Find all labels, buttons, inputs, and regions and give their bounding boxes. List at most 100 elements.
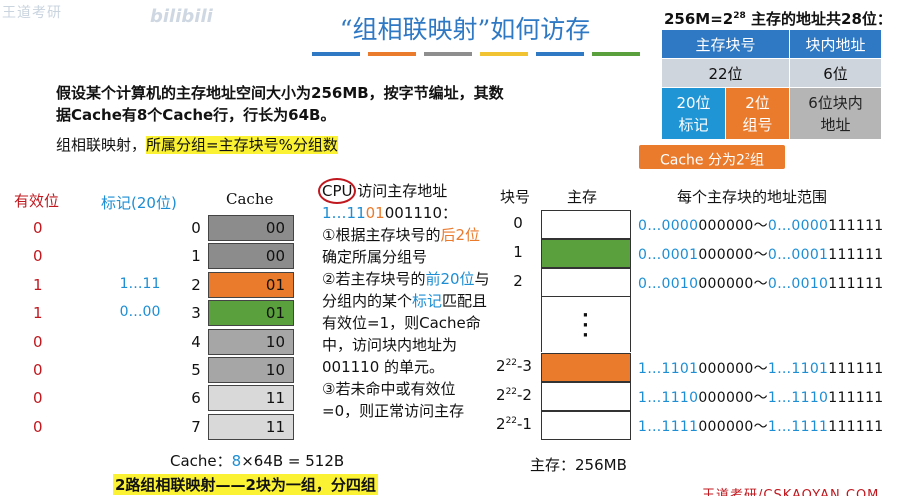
- step2-b: 前20位: [425, 270, 475, 288]
- range-part: 0…0010: [767, 276, 829, 292]
- memory-block-number: 2: [498, 272, 538, 290]
- header-block-offset: 块内地址: [789, 29, 882, 59]
- memory-block-number: 222-1: [494, 415, 534, 433]
- range-part: ～: [753, 218, 768, 234]
- cache-line: 11: [208, 413, 294, 440]
- cpu-line1: CPU 访问主存地址: [322, 180, 492, 202]
- step-1: ①根据主存块号的后2位确定所属分组号: [322, 224, 492, 268]
- valid-bit: 1: [33, 304, 43, 323]
- cache-summary-num: 8: [231, 452, 242, 470]
- header-valid-bit: 有效位: [14, 192, 60, 210]
- address-title-pre: 256M=2: [664, 10, 734, 28]
- block-number-base: 2: [496, 386, 506, 404]
- valid-bit: 0: [33, 219, 43, 237]
- cpu-access-explanation: CPU 访问主存地址 1…1101001110： ①根据主存块号的后2位确定所属…: [322, 180, 492, 422]
- step1-c: 确定所属分组号: [322, 248, 428, 266]
- range-part: 000000: [698, 361, 754, 377]
- valid-bit: 1: [33, 275, 43, 294]
- address-range: 0…0001000000～0…0001111111: [638, 244, 884, 264]
- range-part: 1…1111: [638, 419, 699, 435]
- mapping-rule: 组相联映射，所属分组=主存块号%分组数: [56, 134, 338, 155]
- note-post: 组: [750, 152, 764, 169]
- address-format-table: 主存块号 块内地址 22位 6位 20位 标记 2位 组号 6位块内 地址: [661, 29, 882, 140]
- group-bits: 2位 组号: [725, 87, 790, 140]
- step-3: ③若未命中或有效位=0，则正常访问主存: [322, 380, 465, 420]
- title-stripe: [312, 52, 360, 56]
- memory-block: [541, 239, 631, 268]
- block-number-base: 2: [513, 272, 523, 290]
- range-part: ～: [753, 390, 768, 406]
- step2-a: ②若主存块号的: [322, 270, 426, 288]
- group-count-note: Cache 分为22组: [639, 145, 785, 169]
- cache-summary-post: ×64B = 512B: [241, 452, 345, 470]
- memory-block-number: 1: [498, 243, 538, 261]
- cache-summary-pre: Cache：: [170, 452, 232, 470]
- range-part: 111111: [828, 247, 884, 263]
- range-part: 0…0000: [767, 218, 829, 234]
- range-part: 1…1110: [767, 390, 829, 406]
- footer-highlight: 2路组相联映射——2块为一组，分四组: [113, 474, 378, 495]
- valid-bit: 0: [33, 417, 43, 436]
- range-part: 000000: [698, 247, 754, 263]
- tag-value: 0…00: [119, 304, 161, 321]
- memory-block-number: 222-2: [494, 386, 534, 404]
- cpu-line1-rest: 访问主存地址: [352, 182, 448, 200]
- address-range: 0…0000000000～0…0000111111: [638, 215, 884, 235]
- memory-block-number: 222-3: [494, 357, 534, 375]
- range-part: 111111: [828, 361, 884, 377]
- range-part: 000000: [698, 390, 754, 406]
- title-stripes: [312, 52, 640, 56]
- range-part: ～: [753, 276, 768, 292]
- memory-ellipsis: · · ·: [582, 305, 589, 346]
- cache-row-index: 5: [191, 361, 201, 379]
- block-number-base: 1: [513, 243, 523, 261]
- range-part: ～: [753, 419, 768, 435]
- range-part: 0…0000: [638, 218, 699, 234]
- offset-bits: 6位: [789, 58, 882, 88]
- range-part: 1…1101: [638, 361, 699, 377]
- title-stripe: [592, 52, 640, 56]
- note-exp: 2: [744, 152, 750, 161]
- cache-row-index: 0: [191, 219, 201, 237]
- cache-line: 00: [208, 215, 294, 241]
- addr-rest-part: 001110：: [384, 204, 457, 222]
- address-range: 0…0010000000～0…0010111111: [638, 273, 884, 293]
- range-part: 1…1111: [767, 419, 829, 435]
- range-part: 0…0010: [638, 276, 699, 292]
- block-number-suffix: -2: [517, 386, 532, 404]
- step2-d: 标记: [412, 292, 443, 310]
- step2-e: 匹配且有效位=1，则Cache命中，访问块内地址为 001110 的单元。: [322, 292, 488, 376]
- range-part: 111111: [828, 390, 884, 406]
- step-2: ②若主存块号的前20位与分组内的某个标记匹配且有效位=1，则Cache命中，访问…: [322, 268, 492, 378]
- cache-line: 10: [208, 357, 294, 383]
- valid-bit: 0: [33, 247, 43, 266]
- cache-row-index: 7: [191, 417, 201, 436]
- bilibili-logo: bilibili: [150, 6, 213, 27]
- mapping-highlight: 所属分组=主存块号%分组数: [146, 136, 338, 154]
- range-part: 111111: [828, 218, 884, 234]
- address-title-post: 主存的地址共28位：: [745, 10, 892, 28]
- memory-block-number: 0: [498, 214, 538, 232]
- range-part: 1…1110: [638, 390, 699, 406]
- cache-line: 01: [208, 300, 294, 327]
- cache-line: 01: [208, 271, 294, 298]
- offset-desc: 6位块内 地址: [789, 87, 882, 140]
- title-stripe: [368, 52, 416, 56]
- tag-value: 1…11: [119, 275, 161, 292]
- block-number-base: 2: [496, 415, 506, 433]
- block-number-exp: 22: [505, 358, 518, 368]
- address-range: 1…1111000000～1…1111111111: [638, 416, 884, 436]
- range-part: 0…0001: [638, 247, 699, 263]
- intro-text: 假设某个计算机的主存地址空间大小为256MB，按字节编址，其数据Cache有8个…: [56, 84, 504, 124]
- title-stripe: [424, 52, 472, 56]
- slide-title: “组相联映射”如何访存: [339, 15, 591, 44]
- memory-block: [541, 268, 631, 297]
- range-part: 000000: [698, 419, 754, 435]
- watermark-text: 王道考研: [2, 5, 62, 21]
- valid-bit: 0: [33, 361, 43, 379]
- header-tag: 标记(20位): [101, 194, 177, 212]
- cache-size-summary: Cache：8×64B = 512B: [170, 450, 344, 471]
- address-title: 256M=228 主存的地址共28位：: [664, 8, 892, 29]
- title-stripe: [536, 52, 584, 56]
- header-block-number: 主存块号: [661, 29, 790, 59]
